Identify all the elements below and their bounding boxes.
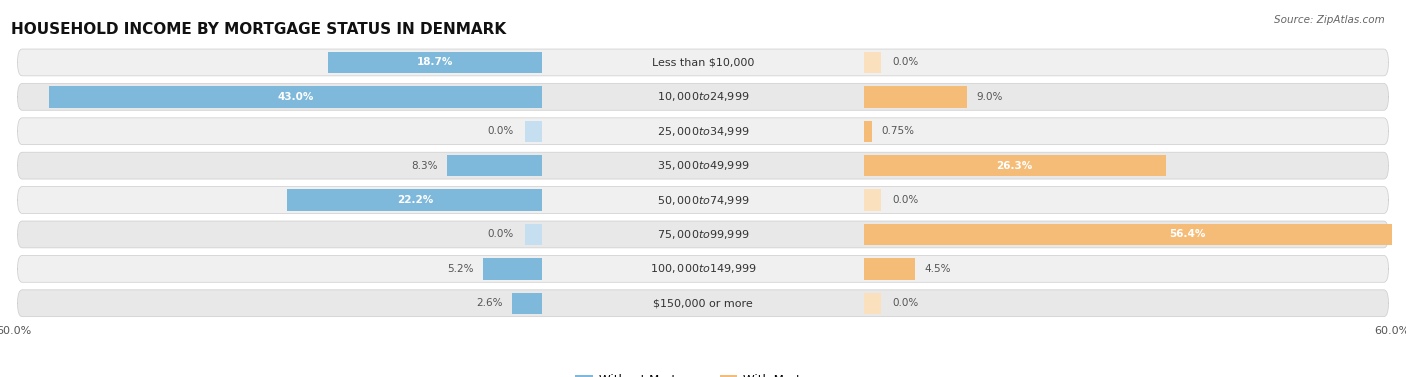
Text: 0.0%: 0.0% (488, 126, 513, 136)
Text: 26.3%: 26.3% (997, 161, 1033, 171)
Bar (863, 155, 1166, 176)
Text: $75,000 to $99,999: $75,000 to $99,999 (657, 228, 749, 241)
Bar (482, 258, 543, 279)
FancyBboxPatch shape (17, 221, 1389, 248)
FancyBboxPatch shape (17, 83, 1389, 110)
Bar (524, 224, 543, 245)
Text: 4.5%: 4.5% (925, 264, 950, 274)
Text: 56.4%: 56.4% (1170, 230, 1206, 239)
Text: Source: ZipAtlas.com: Source: ZipAtlas.com (1274, 15, 1385, 25)
Text: 9.0%: 9.0% (976, 92, 1002, 102)
FancyBboxPatch shape (17, 152, 1389, 179)
Text: 8.3%: 8.3% (412, 161, 437, 171)
Bar (512, 293, 543, 314)
Text: $10,000 to $24,999: $10,000 to $24,999 (657, 90, 749, 103)
Text: $50,000 to $74,999: $50,000 to $74,999 (657, 193, 749, 207)
Text: 0.0%: 0.0% (488, 230, 513, 239)
Text: 0.0%: 0.0% (893, 195, 918, 205)
Text: 0.75%: 0.75% (882, 126, 914, 136)
FancyBboxPatch shape (17, 49, 1389, 76)
Bar (524, 121, 543, 142)
Text: 0.0%: 0.0% (893, 298, 918, 308)
Bar (48, 86, 543, 107)
Bar (863, 258, 915, 279)
Bar (863, 293, 882, 314)
Bar (328, 52, 543, 73)
FancyBboxPatch shape (17, 118, 1389, 145)
Text: 18.7%: 18.7% (416, 57, 453, 67)
Text: $25,000 to $34,999: $25,000 to $34,999 (657, 125, 749, 138)
Bar (863, 121, 872, 142)
Text: $150,000 or more: $150,000 or more (654, 298, 752, 308)
Legend: Without Mortgage, With Mortgage: Without Mortgage, With Mortgage (571, 369, 835, 377)
Text: Less than $10,000: Less than $10,000 (652, 57, 754, 67)
Text: 5.2%: 5.2% (447, 264, 474, 274)
FancyBboxPatch shape (17, 290, 1389, 317)
Text: HOUSEHOLD INCOME BY MORTGAGE STATUS IN DENMARK: HOUSEHOLD INCOME BY MORTGAGE STATUS IN D… (11, 22, 506, 37)
Bar (287, 189, 543, 211)
Text: 0.0%: 0.0% (893, 57, 918, 67)
FancyBboxPatch shape (17, 187, 1389, 213)
FancyBboxPatch shape (17, 256, 1389, 282)
Bar (863, 52, 882, 73)
Bar (863, 224, 1406, 245)
Text: $35,000 to $49,999: $35,000 to $49,999 (657, 159, 749, 172)
Text: $100,000 to $149,999: $100,000 to $149,999 (650, 262, 756, 275)
Bar (863, 86, 967, 107)
Bar (447, 155, 543, 176)
Text: 2.6%: 2.6% (477, 298, 503, 308)
Bar (863, 189, 882, 211)
Text: 22.2%: 22.2% (396, 195, 433, 205)
Text: 43.0%: 43.0% (277, 92, 314, 102)
